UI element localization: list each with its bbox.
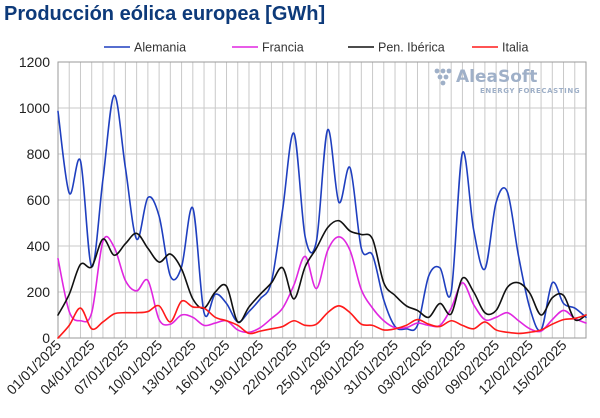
y-tick-label: 600 (27, 192, 51, 208)
chart-grid (57, 61, 587, 339)
chart-legend: Alemania Francia Pen. Ibérica Italia (104, 41, 528, 55)
y-tick-label: 400 (27, 238, 51, 254)
legend-label-pen-iberica: Pen. Ibérica (378, 41, 445, 55)
y-tick-label: 800 (27, 146, 51, 162)
aleasoft-logo: AleaSoft ENERGY FORECASTING (434, 67, 580, 95)
series-line-alemania (57, 94, 587, 332)
chart-axes: 02004006008001000120001/01/202504/01/202… (3, 54, 587, 398)
y-tick-label: 0 (42, 330, 50, 346)
logo-mark-icon (434, 68, 452, 86)
chart-series (57, 94, 587, 339)
y-tick-label: 200 (27, 284, 51, 300)
legend-label-francia: Francia (262, 41, 304, 55)
series-line-pen-iberica (57, 219, 587, 324)
legend-label-alemania: Alemania (134, 41, 186, 55)
series-line-italia (57, 299, 587, 339)
logo-name: AleaSoft (456, 67, 537, 87)
legend-label-italia: Italia (502, 41, 528, 55)
y-tick-label: 1000 (19, 100, 50, 116)
series-line-francia (57, 235, 587, 334)
logo-tagline: ENERGY FORECASTING (480, 87, 580, 95)
plot-frame (57, 61, 587, 339)
chart-title: Producción eólica europea [GWh] (4, 3, 326, 25)
y-tick-label: 1200 (19, 54, 50, 70)
